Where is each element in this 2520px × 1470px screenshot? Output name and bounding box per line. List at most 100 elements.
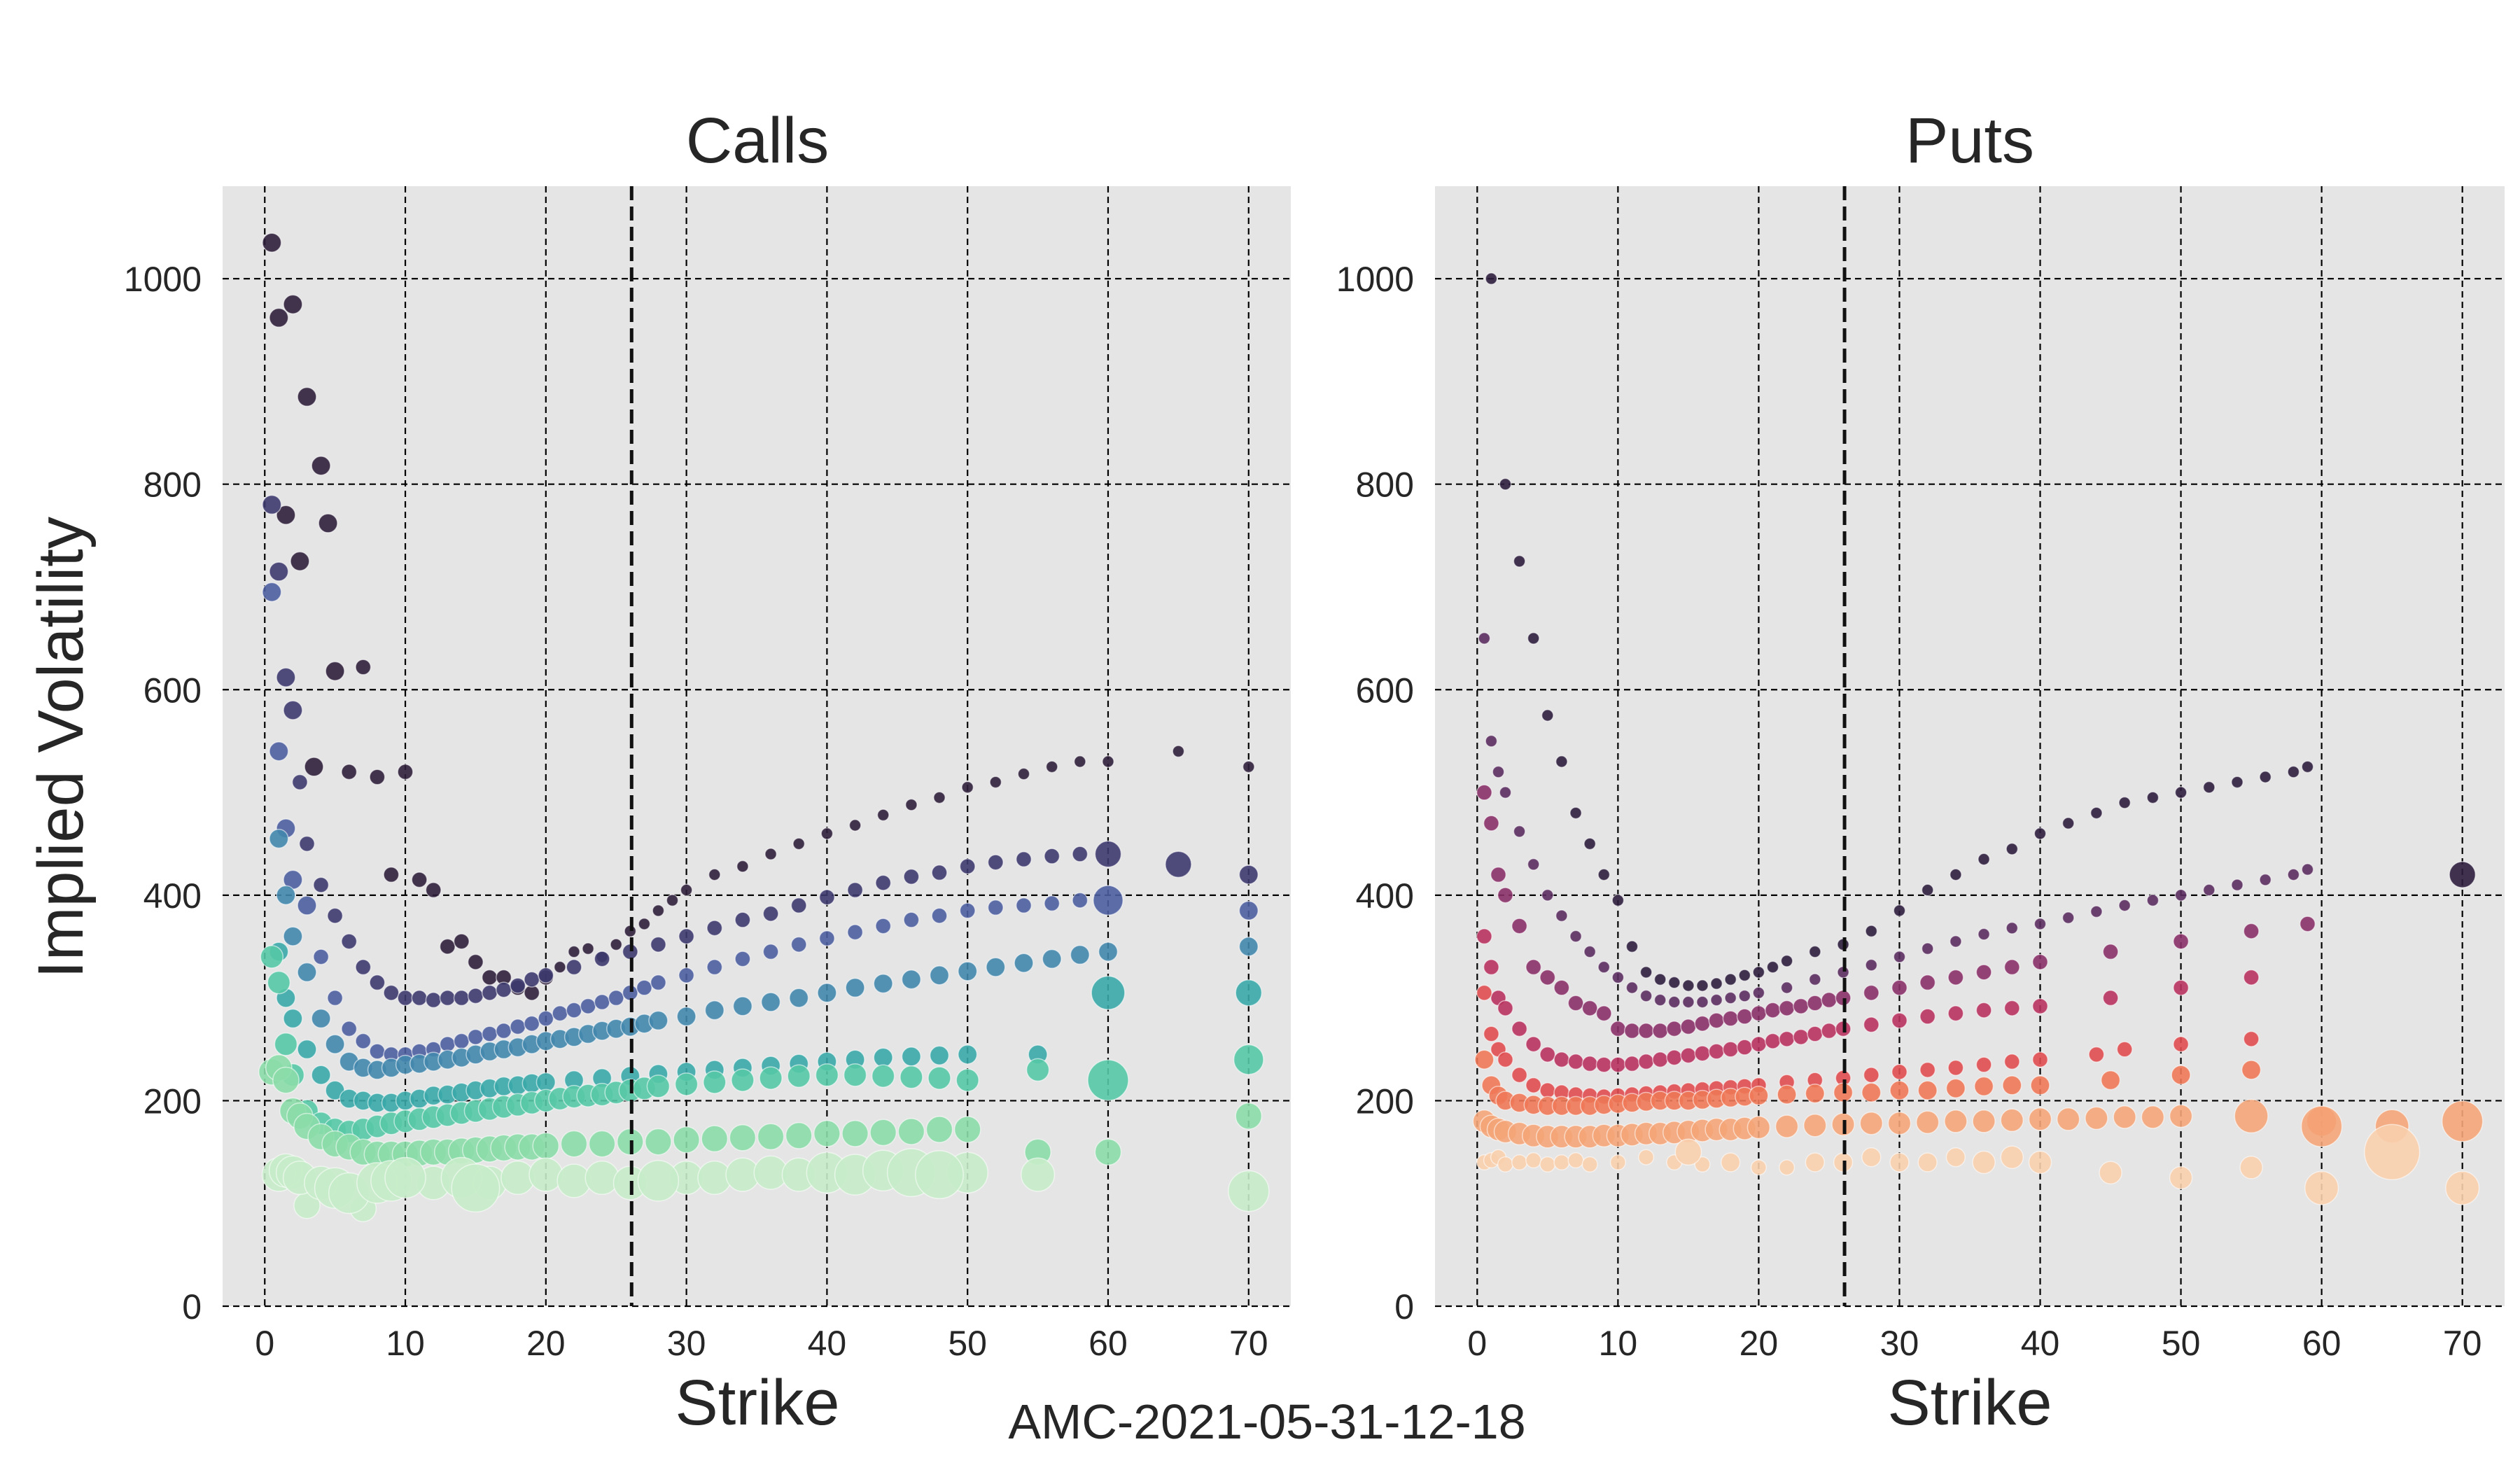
puts-series-1-point [2231, 878, 2244, 892]
puts-series-1-point [2005, 921, 2019, 934]
calls-series-4-point [958, 1044, 978, 1065]
puts-x-axis-label: Strike [1887, 1367, 2052, 1438]
calls-series-3-point [325, 1034, 345, 1054]
calls-series-0-point [652, 904, 665, 917]
puts-series-4-point [2116, 1041, 2133, 1058]
puts-series-1-point [1492, 765, 1505, 778]
puts-chart: Puts Strike 0 10 20 30 40 50 60 70 0 200 400 600 800… [1336, 105, 2505, 1438]
puts-series-3-point [1525, 1036, 1542, 1053]
puts-series-1-point [2259, 873, 2272, 886]
calls-series-0-point [568, 945, 580, 958]
calls-series-0-point [1172, 745, 1185, 758]
puts-chart-title: Puts [1905, 105, 2034, 176]
puts-y-tick-label: 1000 [1336, 260, 1414, 299]
calls-x-tick-label: 30 [667, 1324, 706, 1363]
calls-series-6-point [588, 1130, 616, 1158]
calls-series-6-point [673, 1126, 700, 1154]
calls-series-3-point [1070, 944, 1090, 965]
puts-series-3-point [1476, 928, 1492, 945]
calls-series-0-point [325, 661, 345, 681]
calls-series-5-point [703, 1070, 727, 1094]
puts-series-2-point [1863, 984, 1879, 1001]
puts-series-2-point [1708, 1012, 1725, 1029]
puts-series-3-point [2243, 969, 2260, 986]
puts-series-2-point [1975, 964, 1992, 981]
calls-series-3-point [297, 962, 317, 983]
puts-series-1-point [2062, 911, 2075, 925]
puts-series-6-point [1887, 1111, 1912, 1135]
ticker-timestamp-caption: AMC-2021-05-31-12-18 [1008, 1394, 1525, 1449]
calls-series-3-point [873, 973, 893, 994]
puts-series-5-point [1973, 1076, 1994, 1097]
puts-series-1-point [2090, 905, 2103, 918]
puts-series-0-point [1921, 883, 1934, 897]
calls-series-0-point [876, 808, 890, 822]
puts-series-2-point [1595, 1005, 1612, 1022]
puts-series-0-point [2231, 776, 2244, 789]
puts-series-6-point [1944, 1110, 1968, 1133]
calls-series-0-point [269, 307, 289, 328]
puts-x-tick-label: 70 [2443, 1324, 2482, 1363]
calls-series-3-point [929, 965, 950, 986]
puts-series-0-point [2259, 771, 2272, 783]
calls-series-1-point [875, 874, 892, 891]
calls-series-6-point [925, 1116, 953, 1143]
calls-series-4-point [297, 1039, 317, 1060]
puts-series-3-point [1666, 1049, 1683, 1066]
calls-chart: Calls Strike Implied Volatility 0 10 20 30 4… [25, 105, 1291, 1438]
puts-series-1-point [1696, 995, 1709, 1009]
calls-series-3-point [269, 828, 289, 849]
puts-series-0-point [1485, 272, 1498, 286]
calls-series-2-point [734, 951, 751, 967]
puts-series-6-point [2085, 1106, 2108, 1130]
puts-series-3-point [1863, 1016, 1879, 1033]
calls-x-axis-label: Strike [675, 1367, 839, 1438]
calls-series-2-point [496, 1023, 512, 1040]
puts-series-0-point [1653, 973, 1667, 986]
puts-series-7-point [1779, 1159, 1795, 1176]
puts-series-6-point [2234, 1098, 2269, 1133]
puts-series-2-point [1553, 979, 1570, 996]
puts-series-0-point [1499, 477, 1512, 491]
puts-series-7-point [2169, 1166, 2193, 1190]
calls-series-5-point [815, 1063, 839, 1087]
puts-series-4-point [2031, 1051, 2049, 1068]
puts-series-7-point [1638, 1149, 1655, 1166]
puts-series-1-point [1780, 981, 1793, 994]
calls-series-1-point [566, 959, 582, 976]
puts-series-2-point [2003, 959, 2020, 976]
calls-series-5-point [260, 945, 284, 969]
puts-series-1-point [1681, 995, 1695, 1009]
puts-series-5-point [1474, 1049, 1494, 1070]
calls-chart-title: Calls [686, 105, 829, 176]
calls-x-tick-label: 60 [1088, 1324, 1128, 1363]
calls-series-1-point [959, 858, 976, 875]
calls-series-1-point [313, 876, 330, 893]
calls-series-6-point [729, 1124, 757, 1152]
calls-series-5-point [731, 1068, 755, 1092]
calls-series-0-point [708, 868, 721, 881]
calls-series-3-point [986, 957, 1006, 977]
puts-series-1-point [1555, 909, 1568, 923]
puts-series-7-point [1861, 1147, 1882, 1168]
calls-series-2-point [327, 990, 344, 1007]
calls-series-0-point [1102, 755, 1114, 768]
calls-series-7-point [1228, 1170, 1270, 1212]
calls-series-0-point [383, 866, 400, 883]
puts-series-0-point [1527, 631, 1540, 645]
puts-series-5-point [1945, 1078, 1966, 1098]
puts-series-0-point [1625, 940, 1639, 953]
calls-series-3-point [817, 983, 837, 1003]
puts-series-0-point [1513, 554, 1526, 568]
calls-series-2-point [594, 993, 610, 1011]
calls-series-3-point [845, 977, 865, 998]
puts-series-7-point [2028, 1150, 2052, 1175]
calls-series-5-point [899, 1065, 923, 1089]
calls-series-0-point [1045, 760, 1058, 774]
calls-series-3-point [760, 992, 781, 1012]
puts-series-2-point [1483, 815, 1499, 832]
calls-series-3-point [1098, 941, 1119, 962]
puts-series-3-point [2173, 979, 2190, 996]
calls-series-1-point [291, 774, 308, 790]
puts-series-0-point [1893, 904, 1906, 917]
